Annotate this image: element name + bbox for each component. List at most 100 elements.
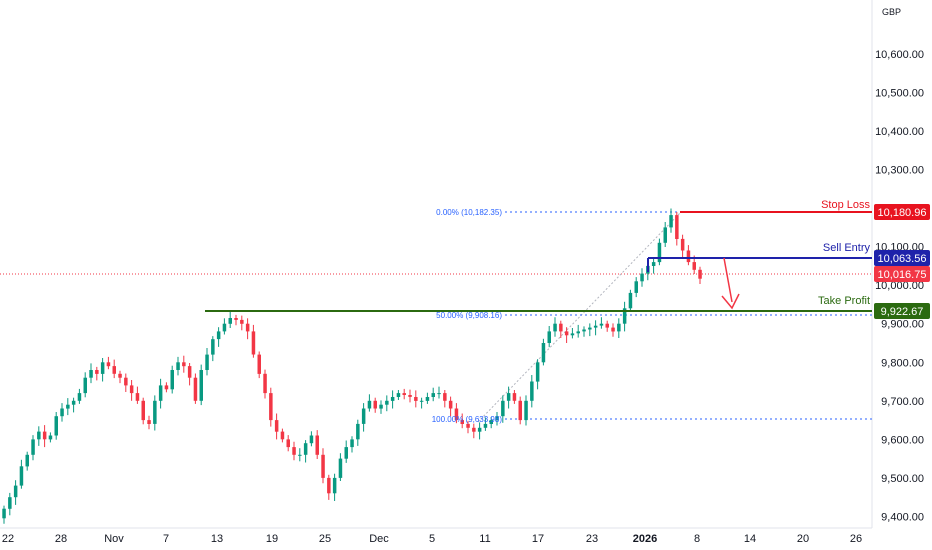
candle-body	[634, 281, 638, 293]
sell-entry-label: Sell Entry	[823, 242, 871, 254]
price-tick-label: 9,900.00	[881, 319, 924, 331]
candle-body	[361, 408, 366, 424]
candle-body	[617, 323, 621, 332]
candle-body	[680, 238, 685, 251]
candle-body	[245, 323, 250, 332]
candle-body	[187, 366, 192, 378]
candle-body	[280, 431, 285, 440]
candle-body	[193, 377, 198, 401]
candle-body	[83, 377, 87, 394]
candle-body	[309, 435, 314, 444]
price-tick-label: 10,000.00	[875, 280, 924, 292]
candle-body	[25, 454, 29, 467]
fib-level-50-label: 50.00% (9,908.16)	[436, 311, 502, 320]
time-tick-label: Nov	[104, 533, 124, 545]
time-tick-label: 14	[744, 533, 756, 545]
candle-body	[553, 323, 557, 332]
candle-body	[100, 362, 105, 374]
candle-body	[559, 323, 563, 332]
candle-body	[628, 292, 633, 309]
price-tick-label: 10,500.00	[875, 88, 924, 100]
candle-body	[274, 420, 279, 432]
candle-body	[60, 408, 64, 417]
candle-body	[402, 393, 406, 395]
candle-body	[106, 362, 111, 367]
candle-body	[141, 400, 145, 421]
stop-loss-badge-text: 10,180.96	[878, 207, 927, 219]
time-tick-label: 28	[55, 533, 67, 545]
candle-body	[605, 323, 609, 328]
candle-body	[292, 447, 296, 455]
candle-body	[466, 423, 470, 428]
candle-body	[512, 393, 517, 401]
candle-body	[472, 427, 476, 432]
price-tick-label: 9,700.00	[881, 396, 924, 408]
candle-body	[129, 385, 134, 394]
candle-body	[686, 250, 691, 263]
candle-body	[576, 331, 580, 334]
fib-diagonal	[477, 212, 681, 423]
candle-body	[657, 242, 662, 263]
candle-body	[379, 404, 383, 409]
candle-body	[269, 393, 273, 421]
candle-body	[669, 215, 673, 228]
candle-body	[2, 508, 6, 519]
sell-entry-badge-text: 10,063.56	[878, 253, 927, 265]
take-profit-badge	[874, 303, 930, 319]
price-tick-label: 9,800.00	[881, 357, 924, 369]
candle-body	[454, 408, 459, 421]
candle-body	[356, 423, 360, 440]
candle-body	[437, 393, 441, 395]
candle-body	[124, 377, 128, 386]
stop-loss-badge	[874, 204, 930, 220]
candle-body	[118, 373, 122, 378]
candle-body	[367, 400, 372, 409]
sell-arrow	[721, 257, 740, 310]
candle-body	[8, 497, 12, 509]
candle-body	[298, 454, 302, 456]
candle-body	[419, 400, 424, 402]
candle-body	[228, 318, 232, 324]
candle-body	[501, 400, 505, 417]
candle-body	[54, 416, 58, 436]
price-tick-label: 9,600.00	[881, 434, 924, 446]
candle-body	[234, 318, 238, 320]
candle-body	[599, 323, 604, 326]
price-tick-label: 10,400.00	[875, 126, 924, 138]
candle-body	[390, 397, 395, 401]
price-tick-label: 10,300.00	[875, 165, 924, 177]
candle-body	[216, 331, 221, 340]
candle-body	[315, 435, 319, 455]
time-tick-label: 17	[532, 533, 544, 545]
candle-body	[535, 362, 540, 382]
take-profit-label: Take Profit	[818, 295, 870, 307]
candle-body	[518, 400, 522, 421]
time-tick-label: 8	[694, 533, 700, 545]
time-tick-label: 11	[479, 533, 490, 545]
candle-body	[286, 439, 290, 448]
currency-label: GBP	[882, 7, 901, 17]
candle-body	[524, 400, 528, 421]
candle-body	[443, 393, 447, 401]
time-tick-label: 2026	[633, 533, 657, 545]
candle-body	[164, 385, 169, 390]
candle-body	[588, 327, 592, 330]
candle-body	[385, 400, 389, 405]
take-profit-badge-text: 9,922.67	[881, 306, 924, 318]
candle-body	[698, 269, 702, 279]
time-axis[interactable]: 22 28 Nov 7 13 19 25 Dec 5 11 17 23 2026 8 14 20 26	[2, 533, 862, 545]
last-price-badge	[874, 266, 930, 282]
time-tick-label: 22	[2, 533, 14, 545]
candle-body	[414, 397, 418, 401]
candle-body	[170, 370, 174, 390]
candle-body	[112, 366, 116, 374]
candle-body	[303, 443, 308, 455]
candle-body	[396, 393, 401, 397]
time-tick-label: 5	[429, 533, 435, 545]
sell-entry-badge	[874, 250, 930, 266]
candle-body	[77, 393, 82, 401]
candle-body	[692, 262, 696, 270]
candle-body	[135, 393, 140, 401]
fib-level-100-label: 100.00% (9,633.98)	[432, 415, 503, 424]
